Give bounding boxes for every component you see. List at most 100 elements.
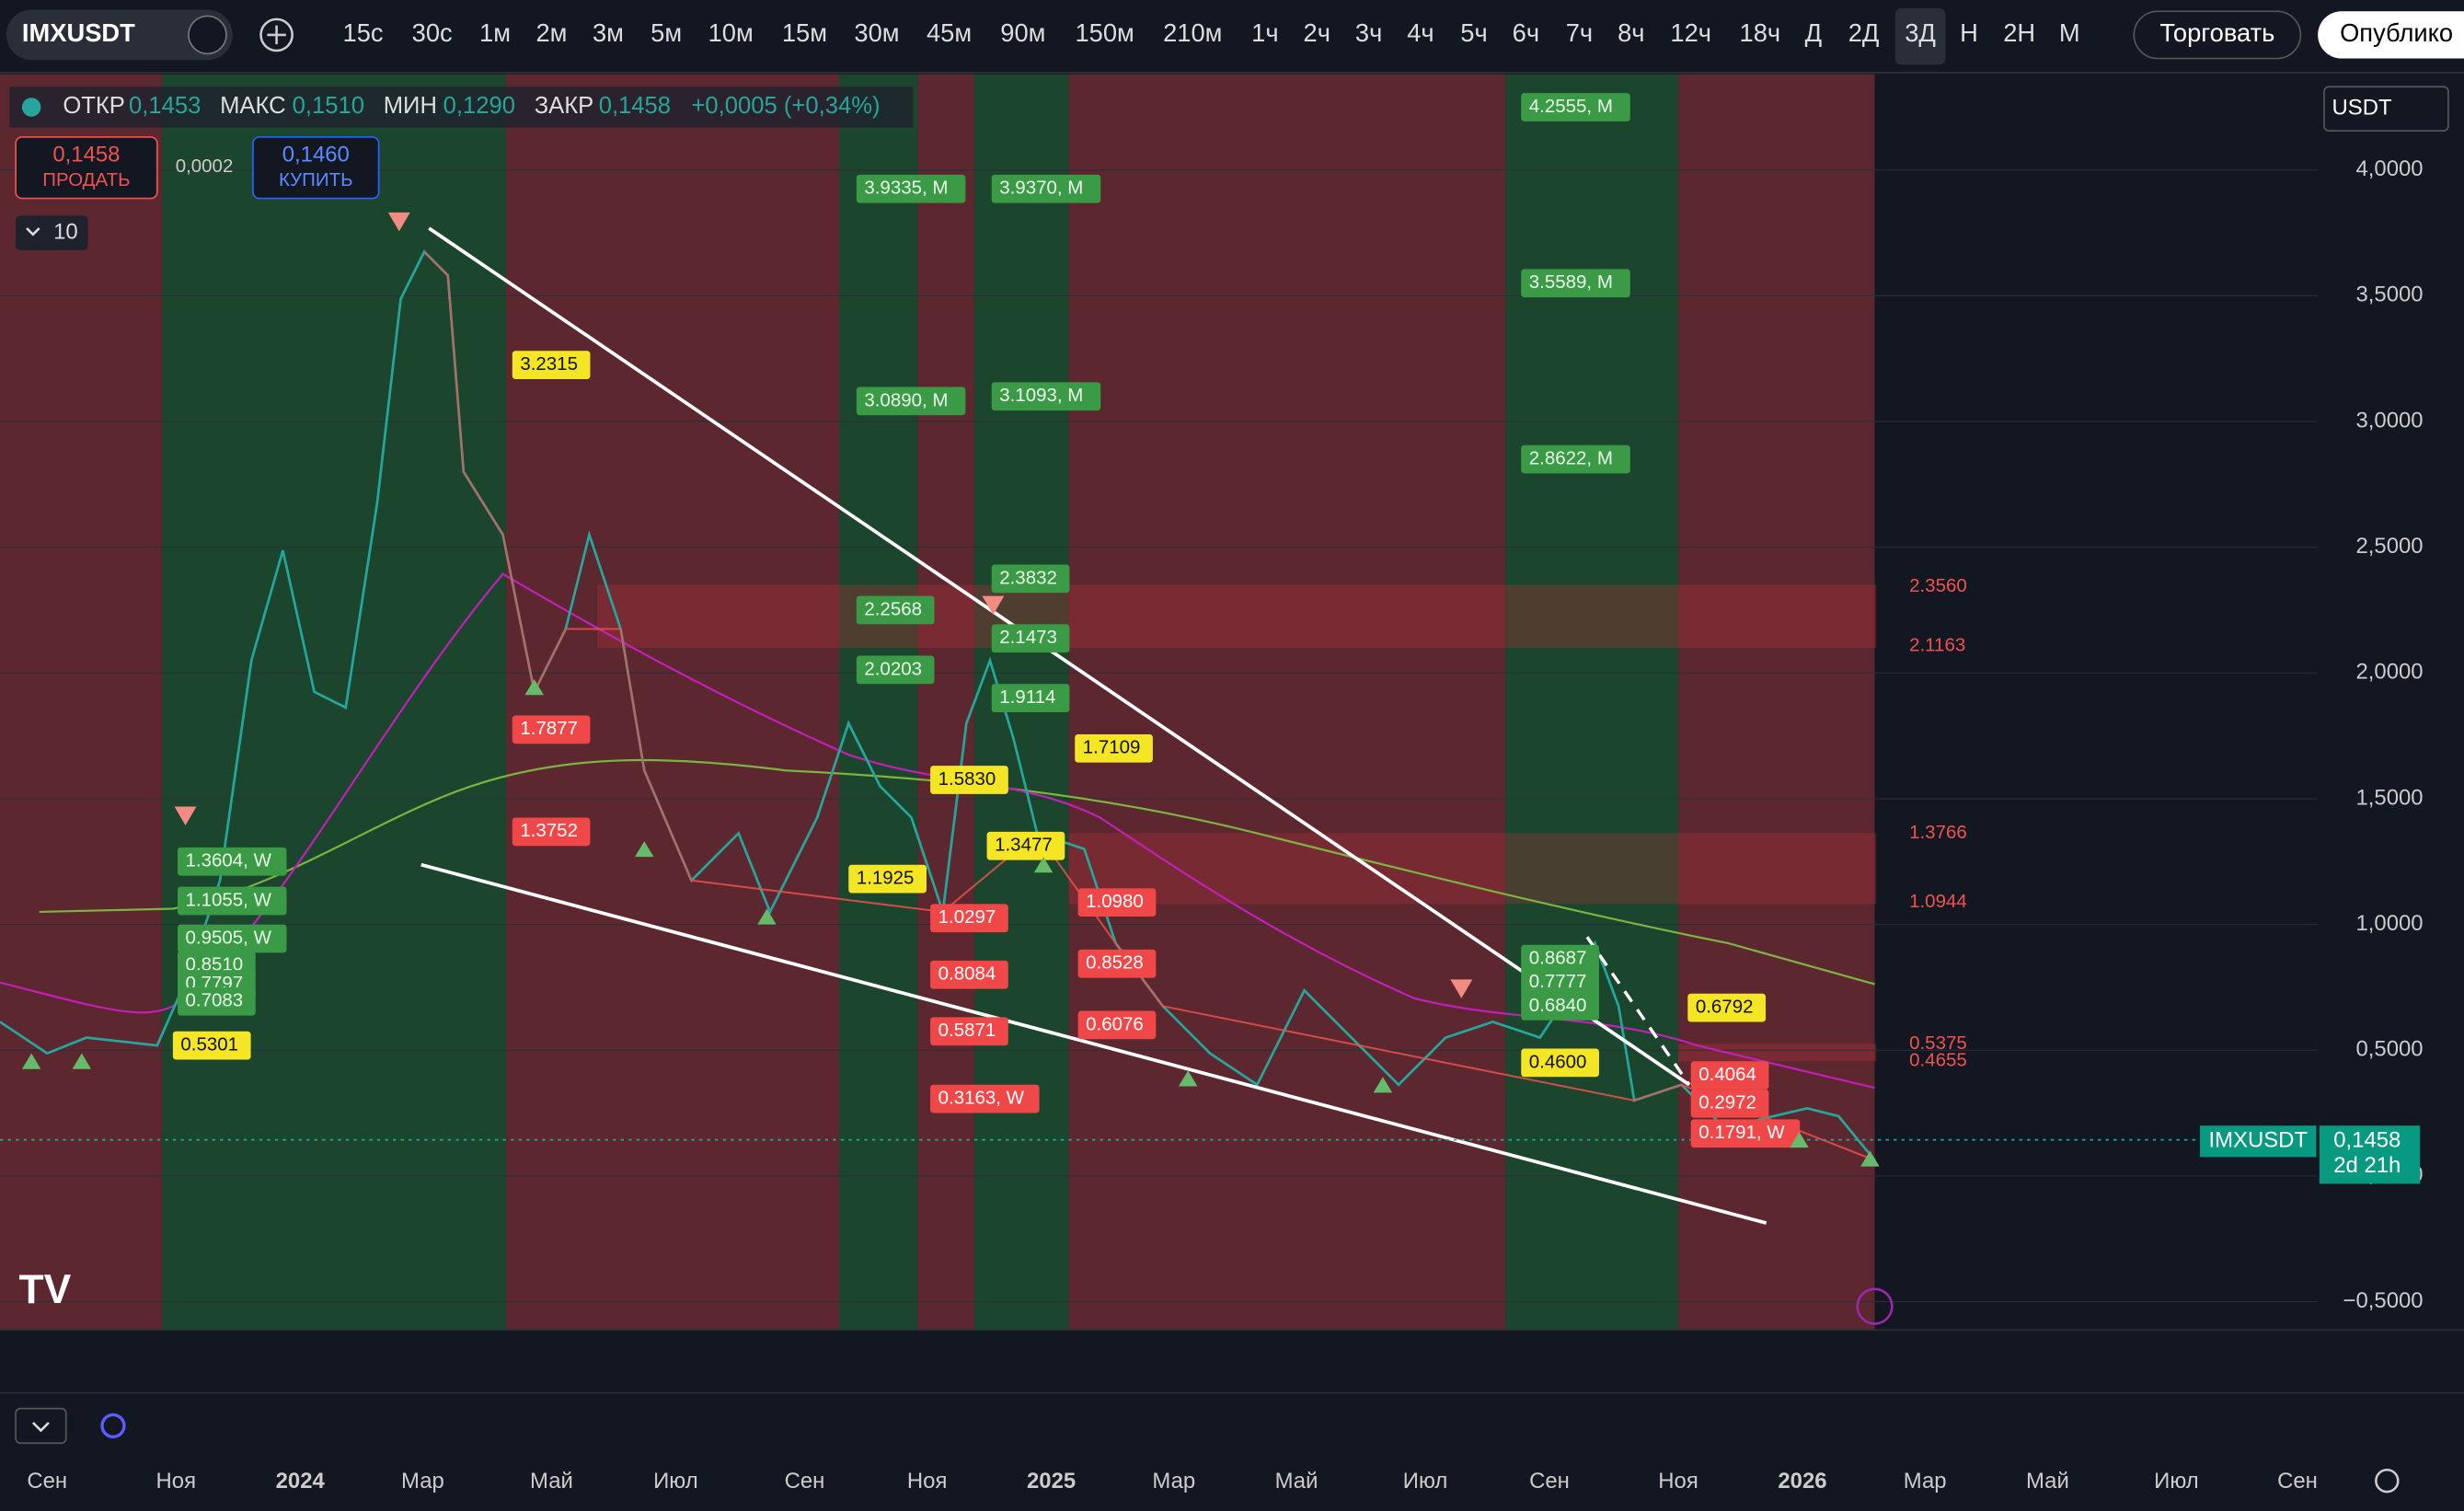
timeframe[interactable]: 15м [782, 18, 827, 47]
settings-icon[interactable] [2375, 1468, 2400, 1494]
timeframe[interactable]: 1м [479, 18, 511, 47]
price-label-box [512, 817, 591, 847]
time-tick-label: 2024 [276, 1469, 326, 1494]
currency-select[interactable] [2323, 86, 2449, 132]
timeframe[interactable]: 6ч [1513, 18, 1539, 47]
legend-item: 0,1510 [293, 93, 364, 119]
signal-marker [21, 1053, 41, 1069]
price-tick-label: 0,5000 [2355, 1037, 2423, 1062]
price-label: 0.4064 [1698, 1064, 1756, 1085]
zone [0, 74, 162, 1331]
tag-countdown: 2d 21h [2333, 1153, 2401, 1178]
price-label-box [930, 904, 1008, 933]
icon[interactable] [188, 15, 227, 55]
symbol-box[interactable] [6, 9, 233, 61]
price-label-box [856, 655, 935, 685]
price-label: 1.3604, W [186, 850, 272, 871]
time-tick-label: Сен [2277, 1469, 2318, 1494]
timeframe[interactable]: 90м [1000, 18, 1045, 47]
legend-item: 0,1453 [129, 93, 201, 119]
price-label-box [930, 1084, 1040, 1113]
timeframe[interactable]: 30м [854, 18, 899, 47]
zone [505, 74, 840, 1331]
timeframe[interactable]: 2Н [2003, 18, 2035, 47]
level-label: 2.3560 [1909, 575, 1967, 596]
timeframe[interactable]: 30с [412, 18, 453, 47]
price-label-box [512, 351, 591, 379]
timeframes: 15с 30с 1м 2м 3м 5м 10м 15м 30м 45м 90м 150м 210м 1ч 2… [343, 7, 2080, 65]
price-tick-label: −0,5000 [2343, 1288, 2424, 1313]
price-label: 2.8622, M [1529, 447, 1613, 468]
price-label-box [1687, 993, 1767, 1022]
timeframe[interactable]: 3м [593, 18, 624, 47]
timeframe[interactable]: 1ч [1251, 18, 1278, 47]
timeframe[interactable]: 2Д [1848, 18, 1880, 47]
timeframe[interactable]: 7ч [1566, 18, 1593, 47]
currency: USDT [2332, 96, 2392, 121]
buy-button[interactable] [252, 136, 380, 200]
price-label-box [1521, 269, 1630, 298]
timeframe[interactable]: 150м [1075, 18, 1134, 47]
legend-item: МАКС [220, 93, 286, 119]
time-tick-label: Ноя [907, 1469, 948, 1494]
signal-marker [1178, 1070, 1198, 1087]
publish-button[interactable] [2318, 11, 2464, 59]
timeframe[interactable]: 15с [343, 18, 384, 47]
timeframe[interactable]: 2м [535, 18, 567, 47]
timeframe[interactable]: 18ч [1740, 18, 1781, 47]
indicators-toggle[interactable] [16, 215, 88, 250]
zone [917, 74, 974, 1331]
add-button[interactable] [259, 17, 294, 52]
price-label-box [512, 715, 591, 744]
price-label-box [856, 386, 966, 416]
timeframe[interactable]: 2ч [1304, 18, 1330, 47]
price-label: 3.5589, M [1529, 271, 1613, 293]
timeframe[interactable]: 3ч [1355, 18, 1382, 47]
timeframe[interactable]: 4ч [1407, 18, 1433, 47]
collapse-button[interactable] [15, 1407, 67, 1445]
timeframe[interactable]: Н [1960, 18, 1978, 47]
timeframe[interactable]: 5м [651, 18, 682, 47]
timeframe[interactable]: 3Д [1905, 18, 1936, 47]
time-tick-label: 2026 [1778, 1469, 1826, 1494]
price-tick-label: 2,0000 [2355, 660, 2423, 685]
sync-icon[interactable] [100, 1413, 126, 1439]
price-label: 1.7109 [1083, 737, 1141, 758]
timeframe[interactable]: 12ч [1670, 18, 1711, 47]
timeframe[interactable]: М [2059, 18, 2080, 47]
legend-item: МИН [384, 93, 437, 119]
time-axis: Сен Ноя 2024 Мар Май Июл Сен Ноя 2025 Мар Май Июл Се… [27, 1469, 2317, 1494]
timeframe[interactable]: 8ч [1618, 18, 1644, 47]
price-label: 3.0890, M [864, 389, 948, 410]
trade-button[interactable] [2133, 10, 2302, 60]
price-tick-label: 1,5000 [2355, 785, 2423, 810]
alert-icon[interactable] [1856, 1287, 1894, 1325]
price-label-box [930, 960, 1008, 989]
labels: 4.2555, M 3.9335, M 3.9370, M 3.5589, M 3.08… [21, 93, 1967, 1167]
publish-label: Опублико [2340, 18, 2453, 47]
timeframe[interactable]: 5ч [1460, 18, 1487, 47]
time-tick-label: Сен [27, 1469, 67, 1494]
price-label: 1.3752 [520, 820, 578, 841]
price-label: 1.0297 [938, 906, 996, 928]
price-label-box [856, 174, 966, 203]
price-label: 0.8528 [1086, 952, 1144, 974]
timeframe[interactable]: 45м [927, 18, 972, 47]
sell-button[interactable] [15, 136, 158, 200]
timeframe[interactable]: 210м [1163, 18, 1222, 47]
price-label-box [177, 847, 287, 876]
time-tick-label: Ноя [156, 1469, 197, 1494]
price-label: 0.3163, W [938, 1088, 1025, 1109]
time-tick-label: Май [2026, 1469, 2069, 1494]
timeframe[interactable]: Д [1805, 18, 1823, 47]
signal-marker [1450, 979, 1473, 998]
symbol-tag [2200, 1125, 2317, 1158]
price-label-box [930, 766, 1008, 794]
trade-label: Торговать [2159, 18, 2274, 47]
timeframe[interactable]: 10м [708, 18, 754, 47]
signal-marker [1373, 1077, 1393, 1093]
legend: ОТКР 0,1453 МАКС 0,1510 МИН 0,1290 ЗАКР 0,1458 +… [63, 93, 880, 119]
zone-bands [0, 74, 1875, 1331]
price-label: 0.1791, W [1698, 1122, 1785, 1143]
time-tick-label: 2025 [1027, 1469, 1076, 1494]
